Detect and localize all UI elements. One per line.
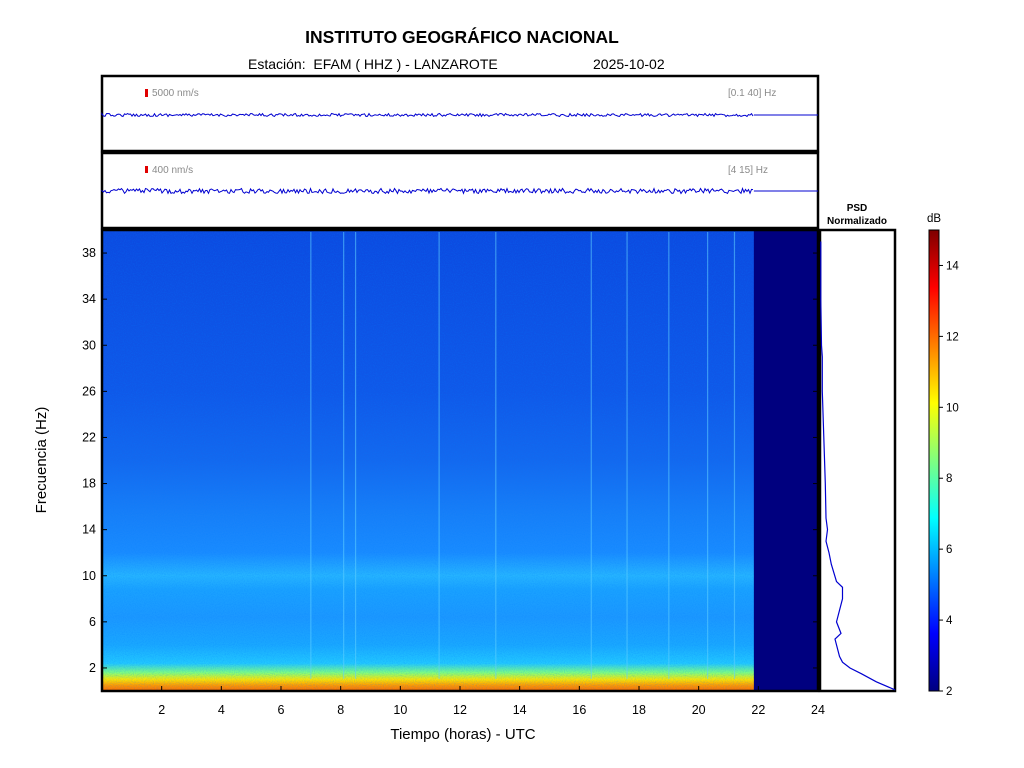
- colorbar-tick-label: 12: [946, 331, 959, 343]
- y-tick-label: 26: [82, 384, 96, 398]
- y-tick-label: 2: [89, 661, 96, 675]
- y-tick-label: 18: [82, 477, 96, 491]
- colorbar-tick-label: 6: [946, 544, 952, 556]
- colorbar-tick-label: 2: [946, 686, 952, 698]
- seismogram-trace: [101, 186, 754, 195]
- seismogram-panel-filtered: 400 nm/s [4 15] Hz: [100, 151, 820, 230]
- psd-panel: PSD Normalizado: [818, 203, 897, 693]
- spectrogram-events: [310, 232, 736, 679]
- station-label: Estación: EFAM ( HHZ ) - LANZAROTE: [248, 56, 498, 72]
- y-axis-title: Frecuencia (Hz): [33, 407, 50, 514]
- colorbar-tick-label: 8: [946, 473, 952, 485]
- spectrogram-panel: 2 4 6 8 10 12 14 16 18 20 22 24 261014182226303438 …: [33, 228, 825, 743]
- x-tick-label: 14: [513, 703, 527, 717]
- seismogram-panel-broadband: 5000 nm/s [0.1 40] Hz: [100, 74, 820, 153]
- x-tick-label: 8: [337, 703, 344, 717]
- scale-label: 400 nm/s: [152, 165, 193, 176]
- y-tick-label: 10: [82, 569, 96, 583]
- psd-line: [820, 241, 896, 691]
- x-tick-label: 18: [632, 703, 646, 717]
- no-data-region: [753, 230, 818, 691]
- x-tick-label: 24: [811, 703, 825, 717]
- scale-bar-icon: [145, 166, 148, 173]
- seismogram-trace: [101, 112, 754, 118]
- y-tick-label: 14: [82, 523, 96, 537]
- x-tick-label: 6: [278, 703, 285, 717]
- colorbar-ticks: 2 4 6 8 10 12 14: [939, 260, 959, 698]
- spectrogram-noise: [102, 230, 755, 691]
- colorbar-tick-label: 14: [946, 260, 959, 272]
- x-tick-label: 20: [692, 703, 706, 717]
- x-tick-label: 2: [158, 703, 165, 717]
- y-tick-label: 38: [82, 246, 96, 260]
- psd-title: PSD: [847, 203, 868, 214]
- x-axis-title: Tiempo (horas) - UTC: [390, 726, 535, 743]
- x-tick-label: 4: [218, 703, 225, 717]
- x-tick-label: 12: [453, 703, 467, 717]
- colorbar-tick-label: 10: [946, 402, 959, 414]
- x-tick-label: 16: [572, 703, 586, 717]
- band-label: [4 15] Hz: [728, 165, 768, 176]
- colorbar: dB 2 4 6 8 10 12 14: [927, 213, 959, 698]
- x-axis: 2 4 6 8 10 12 14 16 18 20 22 24: [158, 686, 825, 717]
- y-tick-label: 34: [82, 292, 96, 306]
- x-tick-label: 22: [751, 703, 765, 717]
- colorbar-tick-label: 4: [946, 615, 953, 627]
- y-tick-label: 6: [89, 615, 96, 629]
- x-tick-label: 10: [393, 703, 407, 717]
- y-tick-label: 22: [82, 430, 96, 444]
- scale-label: 5000 nm/s: [152, 88, 199, 99]
- colorbar-label: dB: [927, 213, 941, 225]
- date-label: 2025-10-02: [593, 56, 665, 72]
- psd-subtitle: Normalizado: [827, 216, 887, 227]
- band-label: [0.1 40] Hz: [728, 88, 776, 99]
- y-tick-label: 30: [82, 338, 96, 352]
- page-title: INSTITUTO GEOGRÁFICO NACIONAL: [305, 27, 619, 47]
- scale-bar-icon: [145, 89, 148, 97]
